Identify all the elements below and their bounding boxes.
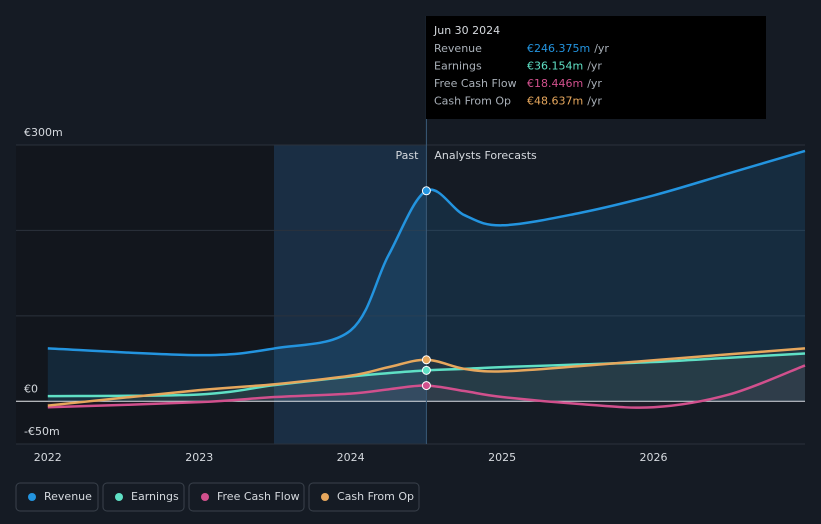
- legend-item[interactable]: Revenue: [15, 482, 99, 512]
- series-line: [47, 352, 806, 398]
- tooltip-unit: /yr: [587, 95, 602, 108]
- legend-item[interactable]: Free Cash Flow: [188, 482, 305, 512]
- x-tick-label: 2022: [34, 451, 62, 464]
- tooltip-unit: /yr: [587, 60, 602, 73]
- tooltip-unit: /yr: [587, 77, 602, 90]
- y-tick-label: €0: [24, 382, 38, 395]
- series-line: [47, 347, 806, 407]
- legend-button[interactable]: [15, 482, 99, 512]
- tooltip-unit: /yr: [594, 42, 609, 55]
- past-label: Past: [395, 149, 419, 162]
- legend-item[interactable]: Earnings: [102, 482, 185, 512]
- tooltip-number: €36.154m: [527, 60, 583, 73]
- legend-button[interactable]: [308, 482, 420, 512]
- y-tick-label: €300m: [24, 126, 63, 139]
- tooltip-label: Free Cash Flow: [434, 77, 517, 90]
- legend-label[interactable]: Revenue: [44, 490, 92, 503]
- legend-button[interactable]: [102, 482, 185, 512]
- tooltip-label: Earnings: [434, 60, 482, 73]
- legend-swatch: [321, 493, 329, 501]
- x-tick-label: 2024: [337, 451, 365, 464]
- x-tick-label: 2025: [488, 451, 516, 464]
- tooltip: [426, 16, 766, 119]
- tooltip-label: Revenue: [434, 42, 482, 55]
- legend-item[interactable]: Cash From Op: [308, 482, 420, 512]
- y-tick-label: -€50m: [24, 425, 60, 438]
- legend-swatch: [201, 493, 209, 501]
- tooltip-number: €48.637m: [527, 95, 583, 108]
- hover-point: [421, 381, 431, 391]
- legend-label[interactable]: Cash From Op: [337, 490, 414, 503]
- tooltip-value: €36.154m/yr: [527, 60, 602, 73]
- x-tick-label: 2023: [185, 451, 213, 464]
- legend-label[interactable]: Free Cash Flow: [217, 490, 300, 503]
- x-tick-label: 2026: [640, 451, 668, 464]
- tooltip-label: Cash From Op: [434, 95, 511, 108]
- hover-point: [421, 365, 431, 375]
- tooltip-value: €246.375m/yr: [527, 42, 609, 55]
- tooltip-number: €246.375m: [527, 42, 590, 55]
- forecast-label: Analysts Forecasts: [434, 149, 537, 162]
- legend-swatch: [115, 493, 123, 501]
- tooltip-number: €18.446m: [527, 77, 583, 90]
- legend-label[interactable]: Earnings: [131, 490, 179, 503]
- hover-point: [421, 186, 431, 196]
- series-line: [47, 364, 806, 409]
- tooltip-value: €48.637m/yr: [527, 95, 602, 108]
- tooltip-value: €18.446m/yr: [527, 77, 602, 90]
- tooltip-date: Jun 30 2024: [433, 24, 500, 37]
- legend-button[interactable]: [188, 482, 305, 512]
- hover-point: [421, 355, 431, 365]
- legend-swatch: [28, 493, 36, 501]
